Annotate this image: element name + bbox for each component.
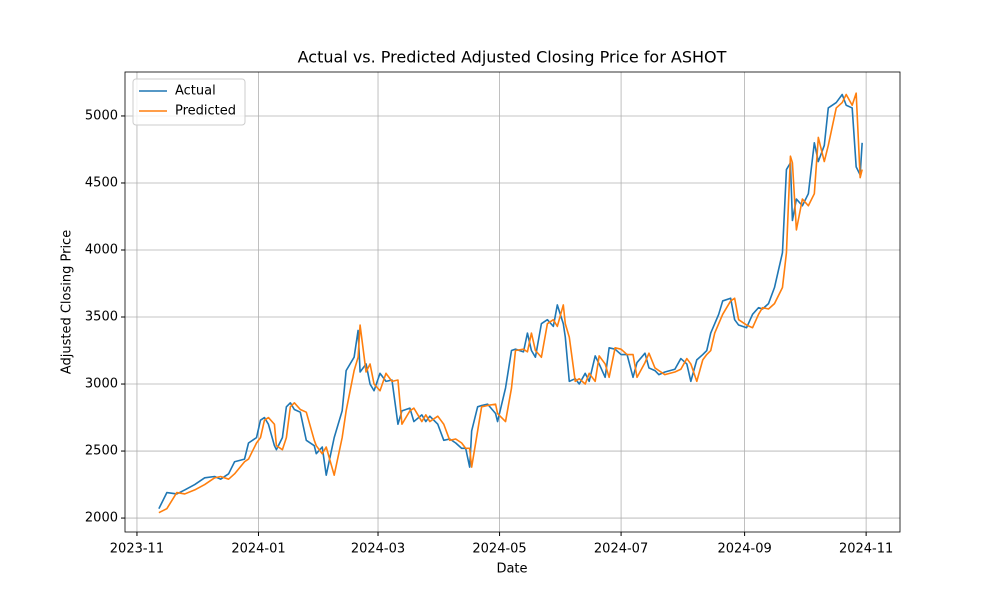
x-tick-label: 2024-01 (231, 542, 285, 557)
y-tick-label: 2000 (85, 511, 118, 526)
legend-label: Predicted (175, 104, 236, 119)
series-line (158, 92, 863, 514)
y-tick-label: 4000 (85, 242, 118, 257)
y-tick-label: 2500 (85, 444, 118, 459)
x-tick-label: 2024-11 (839, 542, 893, 557)
y-tick-label: 5000 (85, 108, 118, 123)
y-tick-label: 3000 (85, 377, 118, 392)
x-tick-label: 2024-07 (594, 542, 648, 557)
x-tick-label: 2024-03 (351, 542, 405, 557)
y-tick-label: 3500 (85, 310, 118, 325)
series-line (158, 93, 863, 510)
chart-title: Actual vs. Predicted Adjusted Closing Pr… (298, 48, 727, 67)
y-axis-label: Adjusted Closing Price (60, 230, 75, 374)
x-tick-label: 2023-11 (110, 542, 164, 557)
x-axis-label: Date (496, 562, 527, 577)
x-tick-label: 2024-09 (717, 542, 771, 557)
legend-label: Actual (175, 84, 216, 99)
y-tick-label: 4500 (85, 175, 118, 190)
x-tick-label: 2024-05 (472, 542, 526, 557)
plot-frame (124, 71, 901, 533)
